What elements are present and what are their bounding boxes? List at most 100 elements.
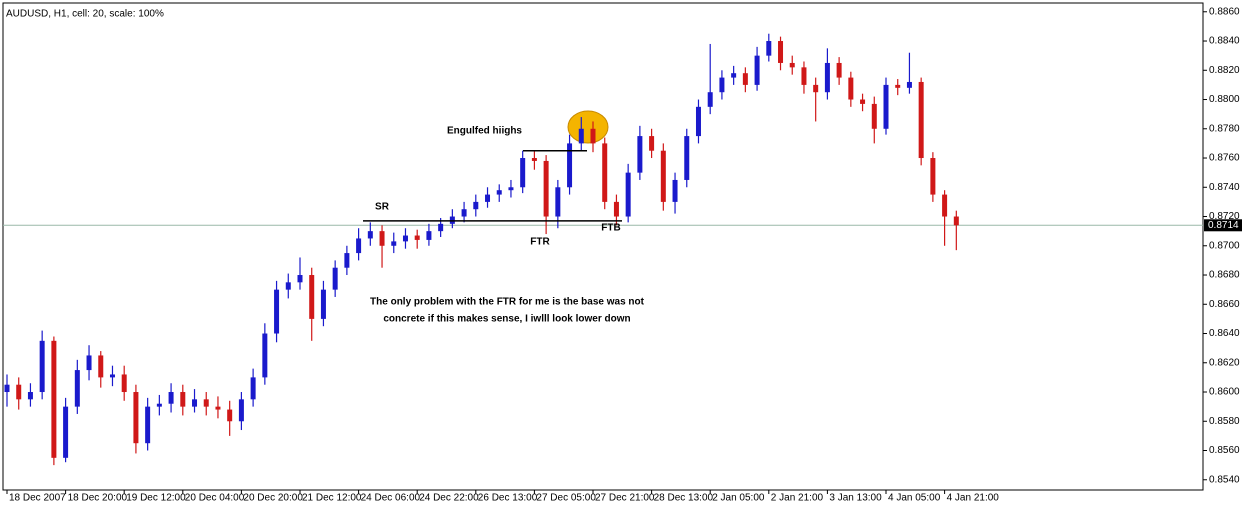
candle-body xyxy=(813,84,819,93)
candle-body xyxy=(109,374,115,378)
candle-body xyxy=(133,392,139,444)
candle-body xyxy=(426,231,432,240)
x-tick-label: 28 Dec 13:00 xyxy=(654,493,714,504)
y-tick-label: 0.8660 xyxy=(1209,299,1240,310)
current-price-label: 0.8714 xyxy=(1208,220,1239,231)
candle-body xyxy=(871,103,877,129)
y-tick-label: 0.8820 xyxy=(1209,65,1240,76)
candle-body xyxy=(684,136,690,180)
candle-body xyxy=(262,333,268,378)
y-tick-label: 0.8600 xyxy=(1209,387,1240,398)
candle-body xyxy=(250,377,256,400)
annotation: Engulfed hiighs xyxy=(447,126,522,137)
x-tick-label: 18 Dec 20:00 xyxy=(68,493,128,504)
y-tick-label: 0.8580 xyxy=(1209,416,1240,427)
candle-body xyxy=(168,392,174,404)
plot-frame xyxy=(2,2,1204,491)
candle-body xyxy=(590,128,596,144)
x-tick-label: 3 Jan 13:00 xyxy=(829,493,882,504)
y-tick-label: 0.8860 xyxy=(1209,6,1240,17)
annotation: FTR xyxy=(530,237,550,248)
candle-body xyxy=(508,187,514,191)
y-tick-label: 0.8800 xyxy=(1209,94,1240,105)
candle-body xyxy=(836,62,842,78)
candle-body xyxy=(848,77,854,100)
candle-body xyxy=(180,392,186,407)
x-tick-label: 27 Dec 05:00 xyxy=(536,493,596,504)
candle-body xyxy=(309,275,315,319)
candle-body xyxy=(906,81,912,88)
candle-body xyxy=(4,384,10,393)
candle-body xyxy=(637,136,643,173)
candle-body xyxy=(824,62,830,93)
candle-body xyxy=(414,235,420,240)
candle-body xyxy=(953,216,959,226)
candle-body xyxy=(520,158,526,188)
y-tick-label: 0.8620 xyxy=(1209,357,1240,368)
candle-body xyxy=(203,399,209,407)
candle-body xyxy=(578,128,584,144)
candle-body xyxy=(930,158,936,195)
candle-body xyxy=(660,150,666,202)
candle-body xyxy=(883,84,889,129)
candle-body xyxy=(496,190,502,195)
y-tick-label: 0.8840 xyxy=(1209,36,1240,47)
candle-body xyxy=(27,392,33,400)
candle-body xyxy=(379,231,385,246)
y-tick-label: 0.8760 xyxy=(1209,153,1240,164)
x-tick-label: 20 Dec 20:00 xyxy=(243,493,303,504)
candle-body xyxy=(801,67,807,85)
x-tick-label: 4 Jan 05:00 xyxy=(888,493,941,504)
candle-body xyxy=(156,403,162,407)
chart-title: AUDUSD, H1, cell: 20, scale: 100% xyxy=(6,9,164,20)
candle-body xyxy=(238,399,244,422)
candle-body xyxy=(625,172,631,217)
candle-body xyxy=(39,340,45,393)
candle-body xyxy=(473,201,479,210)
x-tick-label: 27 Dec 21:00 xyxy=(595,493,655,504)
current-price-box xyxy=(1204,219,1242,232)
y-tick-label: 0.8560 xyxy=(1209,445,1240,456)
candle-body xyxy=(778,41,784,63)
candle-body xyxy=(274,289,280,334)
candle-body xyxy=(297,275,303,283)
annotation: The only problem with the FTR for me is … xyxy=(370,297,645,308)
x-tick-label: 2 Jan 21:00 xyxy=(771,493,824,504)
candle-body xyxy=(438,223,444,232)
x-tick-label: 4 Jan 21:00 xyxy=(947,493,1000,504)
candle-body xyxy=(742,73,748,85)
candle-body xyxy=(602,143,608,202)
candle-body xyxy=(145,406,151,444)
candle-body xyxy=(332,267,338,290)
x-tick-label: 18 Dec 2007 xyxy=(9,493,66,504)
candle-body xyxy=(895,84,901,88)
candle-body xyxy=(731,73,737,78)
annotation: FTB xyxy=(601,223,620,234)
candle-body xyxy=(485,194,491,202)
candle-body xyxy=(344,253,350,268)
highlight-ellipse xyxy=(567,110,609,144)
y-tick-label: 0.8720 xyxy=(1209,211,1240,222)
annotation: concrete if this makes sense, I iwlll lo… xyxy=(383,314,630,325)
candle-body xyxy=(192,399,198,407)
candle-body xyxy=(215,406,221,410)
x-tick-label: 24 Dec 22:00 xyxy=(419,493,479,504)
candle-body xyxy=(16,384,22,400)
y-tick-label: 0.8680 xyxy=(1209,270,1240,281)
candle-body xyxy=(672,179,678,202)
candle-body xyxy=(789,62,795,68)
candle-body xyxy=(860,99,866,104)
candle-body xyxy=(649,136,655,151)
y-tick-label: 0.8640 xyxy=(1209,328,1240,339)
y-tick-label: 0.8540 xyxy=(1209,474,1240,485)
y-tick-label: 0.8780 xyxy=(1209,123,1240,134)
candle-body xyxy=(707,92,713,107)
candle-body xyxy=(356,238,362,254)
candle-body xyxy=(695,106,701,137)
candle-body xyxy=(285,282,291,290)
candle-body xyxy=(719,77,725,93)
candle-body xyxy=(555,187,561,217)
x-tick-label: 21 Dec 12:00 xyxy=(302,493,362,504)
candle-body xyxy=(918,81,924,159)
